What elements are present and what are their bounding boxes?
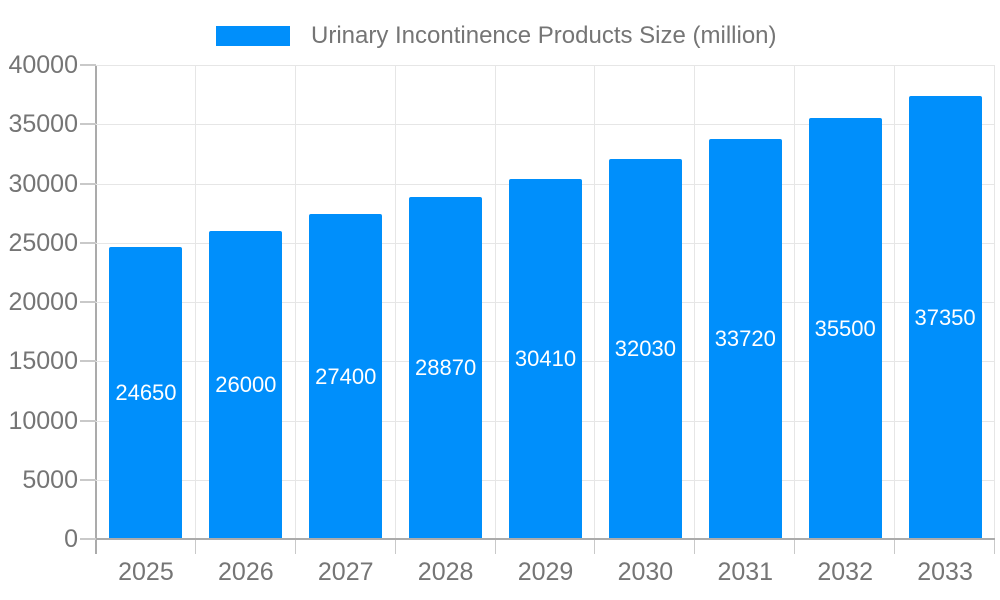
x-axis-tick-label: 2027 xyxy=(317,558,374,586)
bar-2031[interactable]: 33720 xyxy=(708,139,782,539)
y-axis-line xyxy=(95,65,97,554)
plot-area: 24650 26000 27400 28870 30410 32030 33720 35500… xyxy=(96,65,995,539)
bar-value-label: 26000 xyxy=(215,371,277,397)
x-axis-tick-label: 2026 xyxy=(218,558,274,586)
bar-value-label: 27400 xyxy=(315,363,377,389)
y-axis-tick xyxy=(80,123,96,126)
h-gridline xyxy=(96,65,995,66)
v-gridline xyxy=(594,65,596,539)
y-axis-tick-label: 20000 xyxy=(8,288,78,316)
bar-cell: 28870 xyxy=(396,65,496,539)
y-axis-tick xyxy=(80,419,96,422)
x-axis-tick xyxy=(794,540,796,554)
bar-2025[interactable]: 24650 xyxy=(109,246,183,539)
legend-label: Urinary Incontinence Products Size (mill… xyxy=(311,22,777,49)
y-axis-tick xyxy=(80,538,96,540)
x-axis-tick xyxy=(994,540,995,554)
bar-value-label: 37350 xyxy=(914,304,976,330)
bar-cell: 30410 xyxy=(496,65,596,539)
bar-cell: 33720 xyxy=(695,65,795,539)
bar-2029[interactable]: 30410 xyxy=(509,178,582,539)
bar-value-label: 24650 xyxy=(115,379,177,405)
v-gridline xyxy=(194,65,196,539)
bar-value-label: 33720 xyxy=(714,326,776,352)
y-axis-tick-label: 25000 xyxy=(8,228,78,257)
y-axis-tick-label: 15000 xyxy=(8,347,78,376)
y-axis-tick xyxy=(80,478,96,481)
bar-2026[interactable]: 26000 xyxy=(209,230,283,539)
x-axis-tick xyxy=(594,540,596,554)
bar-cell: 26000 xyxy=(196,65,296,539)
h-gridline xyxy=(96,124,995,126)
v-gridline xyxy=(794,65,796,539)
bar-value-label: 35500 xyxy=(814,315,876,341)
v-gridline xyxy=(494,65,496,539)
bar-2030[interactable]: 32030 xyxy=(608,159,682,539)
y-axis-tick-label: 5000 xyxy=(22,465,78,494)
bar-cell: 24650 xyxy=(96,65,196,539)
v-gridline xyxy=(394,65,396,539)
x-axis-tick xyxy=(294,540,296,554)
y-axis-tick-label: 30000 xyxy=(8,169,78,198)
bar-cell: 27400 xyxy=(296,65,396,539)
bar-cell: 35500 xyxy=(795,65,895,539)
legend-swatch-icon xyxy=(216,26,290,46)
y-axis-tick xyxy=(80,301,96,303)
x-axis-tick-label: 2031 xyxy=(717,558,774,586)
bar-value-label: 28870 xyxy=(415,354,477,380)
y-axis-tick xyxy=(80,64,96,66)
x-axis-tick xyxy=(394,540,396,554)
y-axis-tick xyxy=(80,241,96,244)
y-axis-tick-label: 35000 xyxy=(8,110,78,139)
bar-2032[interactable]: 35500 xyxy=(808,118,882,539)
x-axis-tick-label: 2029 xyxy=(517,558,574,586)
y-axis-tick-label: 0 xyxy=(64,525,78,553)
x-axis-tick-label: 2030 xyxy=(617,558,674,586)
v-gridline xyxy=(894,65,896,539)
x-axis-tick-label: 2032 xyxy=(817,558,873,586)
v-gridline xyxy=(294,65,296,539)
bar-2028[interactable]: 28870 xyxy=(409,196,483,539)
y-axis-tick xyxy=(80,360,96,363)
bars-row: 24650 26000 27400 28870 30410 32030 33720 35500… xyxy=(96,65,995,539)
x-axis-tick xyxy=(894,540,896,554)
bar-2033[interactable]: 37350 xyxy=(908,96,982,539)
x-axis-tick-label: 2025 xyxy=(118,558,174,586)
x-axis-tick-label: 2028 xyxy=(417,558,474,586)
x-axis-labels: 2025 2026 2027 2028 2029 2030 2031 2032 2033 xyxy=(96,558,995,586)
y-axis-tick-label: 40000 xyxy=(8,51,78,79)
bar-value-label: 30410 xyxy=(514,345,577,371)
v-gridline xyxy=(694,65,696,539)
bar-cell: 32030 xyxy=(595,65,695,539)
bar-cell: 37350 xyxy=(895,65,995,539)
x-axis-tick xyxy=(194,540,196,554)
x-axis-tick xyxy=(494,540,496,554)
v-gridline xyxy=(994,65,995,539)
y-axis-tick-label: 10000 xyxy=(8,406,78,435)
bar-2027[interactable]: 27400 xyxy=(309,214,383,539)
legend-item[interactable]: Urinary Incontinence Products Size (mill… xyxy=(216,22,777,50)
x-axis-tick-label: 2033 xyxy=(917,558,973,586)
bar-value-label: 32030 xyxy=(614,336,676,362)
x-axis-tick xyxy=(694,540,696,554)
x-axis-line xyxy=(96,538,995,540)
y-axis-tick xyxy=(80,182,96,185)
